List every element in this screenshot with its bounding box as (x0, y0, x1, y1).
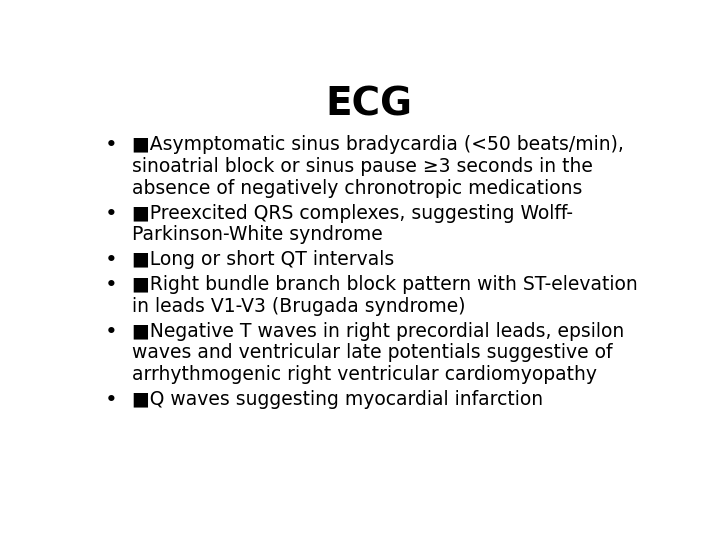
Text: sinoatrial block or sinus pause ≥3 seconds in the: sinoatrial block or sinus pause ≥3 secon… (132, 157, 593, 176)
Text: waves and ventricular late potentials suggestive of: waves and ventricular late potentials su… (132, 343, 612, 362)
Text: •: • (105, 275, 117, 295)
Text: in leads V1-V3 (Brugada syndrome): in leads V1-V3 (Brugada syndrome) (132, 297, 465, 316)
Text: •: • (105, 390, 117, 410)
Text: ■Preexcited QRS complexes, suggesting Wolff-: ■Preexcited QRS complexes, suggesting Wo… (132, 204, 573, 222)
Text: ■Right bundle branch block pattern with ST-elevation: ■Right bundle branch block pattern with … (132, 275, 638, 294)
Text: Parkinson-White syndrome: Parkinson-White syndrome (132, 225, 382, 244)
Text: •: • (105, 204, 117, 224)
Text: •: • (105, 250, 117, 270)
Text: ECG: ECG (325, 85, 413, 124)
Text: •: • (105, 136, 117, 156)
Text: ■Long or short QT intervals: ■Long or short QT intervals (132, 250, 394, 269)
Text: ■Negative T waves in right precordial leads, epsilon: ■Negative T waves in right precordial le… (132, 322, 624, 341)
Text: ■Q waves suggesting myocardial infarction: ■Q waves suggesting myocardial infarctio… (132, 390, 543, 409)
Text: •: • (105, 322, 117, 342)
Text: arrhythmogenic right ventricular cardiomyopathy: arrhythmogenic right ventricular cardiom… (132, 365, 597, 384)
Text: absence of negatively chronotropic medications: absence of negatively chronotropic medic… (132, 179, 582, 198)
Text: ■Asymptomatic sinus bradycardia (<50 beats/min),: ■Asymptomatic sinus bradycardia (<50 bea… (132, 136, 624, 154)
